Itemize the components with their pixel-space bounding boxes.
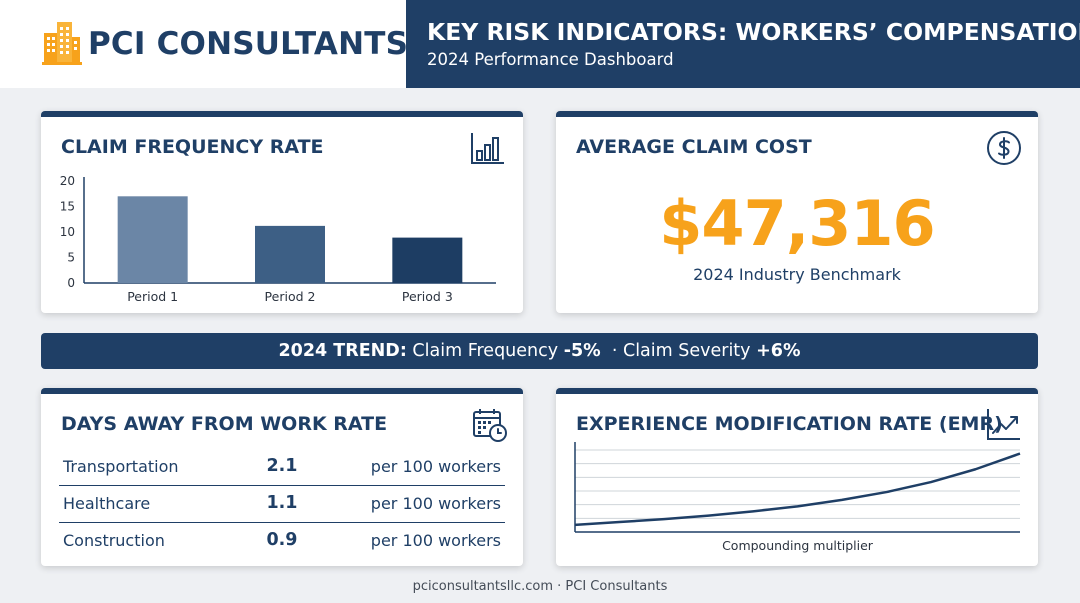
table-row: Healthcare 1.1 per 100 workers: [59, 486, 505, 523]
series-line: [574, 452, 1021, 527]
y-tick-label: 20: [60, 174, 75, 188]
trend-frequency-value: -5%: [563, 341, 601, 361]
bar: [255, 225, 325, 283]
row-value: 2.1: [266, 456, 298, 476]
emr-line-chart: Compounding multiplier: [574, 442, 1021, 553]
average-claim-cost-caption: 2024 Industry Benchmark: [693, 265, 901, 284]
y-tick-label: 5: [67, 251, 75, 265]
header-band: KEY RISK INDICATORS: WORKERS’ COMPENSATI…: [406, 0, 1080, 88]
row-unit: per 100 workers: [370, 531, 501, 550]
y-tick-label: 0: [67, 276, 75, 290]
trend-label: 2024 TREND:: [278, 341, 407, 361]
average-claim-cost-card: AVERAGE CLAIM COST $47,316 2024 Industry…: [556, 111, 1038, 313]
bar: [117, 196, 188, 283]
trend-up-icon: [987, 409, 1020, 440]
y-tick-label: 15: [60, 200, 75, 214]
days-away-table: Transportation 2.1 per 100 workers Healt…: [59, 449, 505, 560]
header-title: KEY RISK INDICATORS: WORKERS’ COMPENSATI…: [427, 18, 1080, 46]
trend-separator: ·: [611, 341, 618, 361]
row-value: 0.9: [266, 530, 298, 550]
row-unit: per 100 workers: [370, 457, 501, 476]
trend-severity-value: +6%: [756, 341, 801, 361]
row-industry: Transportation: [63, 457, 179, 476]
x-tick-label: Period 1: [127, 289, 178, 304]
row-value: 1.1: [266, 493, 298, 513]
trend-frequency-label: Claim Frequency: [412, 341, 559, 361]
x-tick-label: Period 3: [402, 289, 453, 304]
building-logo-icon: [42, 22, 82, 65]
x-axis-label: Compounding multiplier: [722, 538, 874, 553]
footer: pciconsultantsllc.com · PCI Consultants: [412, 579, 668, 594]
table-row: Transportation 2.1 per 100 workers: [59, 449, 505, 486]
header-subtitle: 2024 Performance Dashboard: [427, 50, 674, 69]
logo-area: PCI CONSULTANTS: [0, 0, 409, 88]
trend-banner: 2024 TREND: Claim Frequency -5% · Claim …: [41, 333, 1038, 369]
days-away-card: DAYS AWAY FROM WORK RATE Transportation …: [41, 388, 523, 566]
days-away-title: DAYS AWAY FROM WORK RATE: [61, 413, 388, 435]
emr-card: EXPERIENCE MODIFICATION RATE (EMR) Compo…: [556, 388, 1038, 566]
bar-chart-icon: [471, 133, 504, 164]
dollar-circle-icon: [987, 131, 1021, 165]
average-claim-cost-value: $47,316: [659, 187, 935, 260]
emr-title: EXPERIENCE MODIFICATION RATE (EMR): [576, 413, 1003, 435]
row-industry: Healthcare: [63, 494, 151, 513]
brand-name: PCI CONSULTANTS: [88, 26, 409, 62]
trend-severity-label: Claim Severity: [622, 341, 751, 361]
calendar-clock-icon: [473, 409, 507, 442]
x-tick-label: Period 2: [265, 289, 316, 304]
table-row: Construction 0.9 per 100 workers: [59, 523, 505, 560]
row-industry: Construction: [63, 531, 165, 550]
average-claim-cost-title: AVERAGE CLAIM COST: [576, 136, 812, 158]
claim-frequency-title: CLAIM FREQUENCY RATE: [61, 136, 324, 158]
claim-frequency-card: CLAIM FREQUENCY RATE 0 5 10 15 20 Period 1 Per…: [41, 111, 523, 313]
row-unit: per 100 workers: [370, 494, 501, 513]
y-tick-label: 10: [60, 225, 75, 239]
bar: [392, 237, 463, 283]
claim-frequency-bar-chart: 0 5 10 15 20 Period 1 Period 2 Period 3: [60, 174, 496, 304]
